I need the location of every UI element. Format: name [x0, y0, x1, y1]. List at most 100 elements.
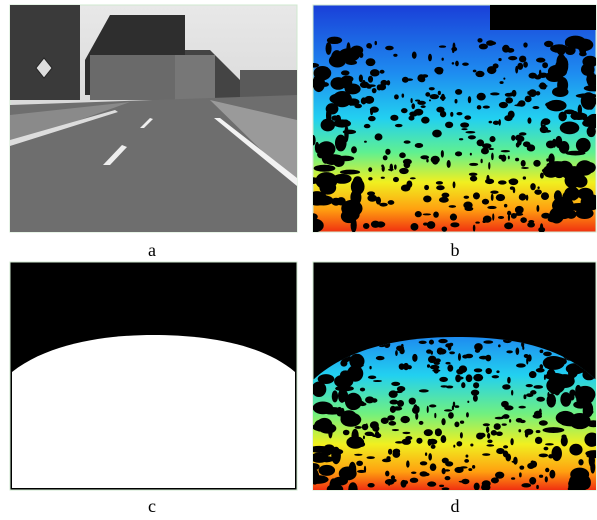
speckle — [461, 478, 470, 485]
speckle — [426, 158, 429, 163]
speckle — [418, 340, 427, 344]
speckle — [421, 116, 430, 124]
speckle — [388, 421, 397, 426]
speckle — [339, 169, 361, 175]
speckle — [474, 343, 483, 351]
speckle — [520, 217, 527, 224]
speckle — [401, 93, 405, 98]
speckle — [428, 453, 432, 461]
speckle — [472, 394, 478, 402]
speckle — [569, 393, 575, 401]
speckle — [461, 382, 466, 389]
speckle — [510, 212, 517, 219]
speckle — [332, 173, 352, 184]
speckle — [575, 384, 582, 396]
speckle — [329, 154, 339, 160]
speckle — [438, 338, 448, 344]
speckle — [387, 200, 395, 205]
speckle — [354, 426, 362, 429]
speckle — [400, 108, 408, 114]
speckle — [552, 86, 569, 98]
speckle — [439, 376, 448, 382]
speckle — [420, 155, 430, 160]
speckle — [497, 215, 505, 219]
speckle — [412, 353, 418, 362]
speckle — [518, 132, 527, 136]
speckle — [524, 428, 534, 435]
speckle — [428, 53, 432, 62]
panel-label: a — [148, 240, 156, 260]
speckle — [385, 470, 390, 477]
speckle — [367, 191, 376, 196]
speckle — [372, 379, 382, 382]
speckle — [536, 484, 539, 490]
speckle — [435, 181, 444, 185]
speckle — [410, 223, 419, 231]
speckle — [325, 107, 332, 124]
speckle — [523, 353, 529, 359]
speckle — [389, 399, 399, 405]
speckle — [514, 205, 524, 214]
speckle — [491, 152, 494, 161]
speckle — [578, 459, 584, 466]
speckle — [454, 151, 463, 157]
speckle — [391, 381, 401, 386]
speckle — [441, 487, 450, 490]
speckle — [578, 39, 586, 56]
speckle — [487, 432, 491, 439]
speckle — [561, 434, 567, 440]
speckle — [451, 62, 455, 65]
speckle — [516, 363, 526, 368]
speckle — [342, 119, 349, 125]
speckle — [495, 431, 503, 437]
speckle — [364, 95, 375, 104]
speckle — [387, 415, 395, 421]
speckle — [548, 153, 555, 165]
speckle — [465, 131, 476, 134]
speckle — [331, 197, 341, 206]
speckle — [503, 445, 509, 449]
speckle — [543, 446, 549, 451]
speckle — [429, 404, 437, 408]
speckle — [313, 134, 316, 146]
speckle — [456, 111, 463, 116]
speckle — [515, 347, 520, 355]
speckle — [519, 472, 522, 478]
speckle — [536, 396, 545, 402]
speckle — [523, 61, 528, 68]
speckle — [505, 97, 514, 104]
speckle — [388, 480, 391, 486]
speckle — [539, 172, 544, 179]
speckle — [452, 401, 456, 407]
speckle — [532, 106, 540, 110]
speckle — [582, 55, 596, 68]
speckle — [472, 192, 480, 200]
speckle — [482, 215, 492, 223]
speckle — [472, 224, 476, 232]
speckle — [461, 128, 468, 131]
speckle — [545, 140, 556, 149]
speckle — [325, 158, 338, 166]
speckle — [507, 213, 511, 222]
speckle — [528, 89, 537, 97]
speckle — [408, 115, 415, 121]
speckle — [406, 365, 412, 370]
speckle — [423, 222, 428, 226]
speckle — [473, 373, 484, 382]
speckle — [382, 155, 388, 161]
speckle — [481, 483, 491, 490]
speckle — [444, 469, 451, 472]
speckle — [526, 393, 534, 398]
speckle — [325, 42, 332, 55]
speckle — [544, 40, 554, 48]
speckle — [507, 376, 511, 384]
speckle — [372, 425, 380, 432]
speckle — [449, 351, 456, 355]
speckle — [439, 95, 446, 100]
speckle — [473, 368, 483, 373]
speckle — [399, 347, 405, 355]
speckle — [369, 106, 379, 113]
speckle — [545, 467, 550, 473]
speckle — [363, 123, 371, 129]
